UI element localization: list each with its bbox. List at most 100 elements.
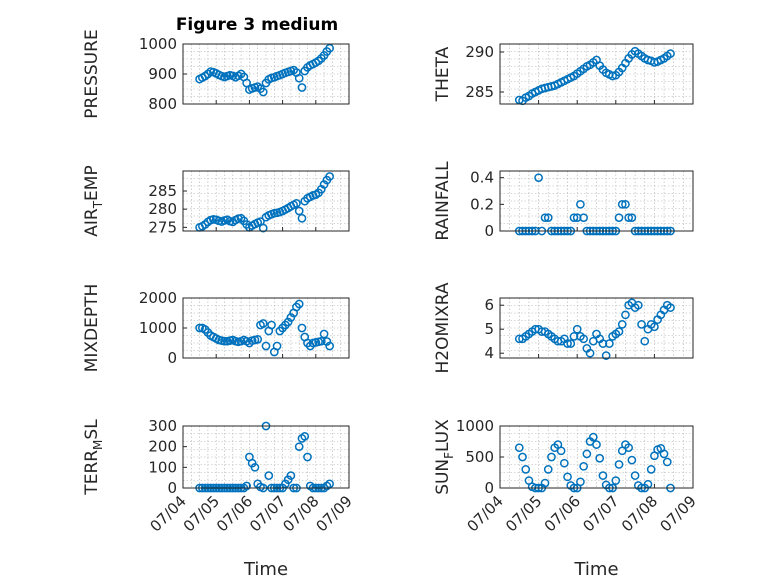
x-tick-label: 07/09: [657, 492, 700, 535]
data-point: [559, 458, 569, 468]
y-tick-label: 100: [148, 458, 177, 476]
ylabel: TERRMSL: [82, 419, 105, 496]
data-point: [630, 471, 640, 480]
data-point: [637, 320, 646, 329]
y-tick-label: 900: [148, 65, 177, 83]
data-point: [576, 199, 585, 209]
data-point: [534, 173, 543, 183]
axis-border: [182, 170, 350, 232]
x-axis-label: Time: [573, 559, 618, 580]
data-point: [621, 310, 630, 320]
y-tick-label: 4: [484, 344, 494, 362]
ylabel: SUNFLUX: [433, 419, 456, 495]
x-tick-label: 07/09: [313, 492, 356, 535]
data-point: [646, 465, 656, 474]
data-point: [267, 320, 276, 330]
x-tick-label: 07/04: [147, 492, 190, 535]
ylabel: MIXDEPTH: [82, 284, 102, 373]
data-point: [253, 335, 263, 344]
y-tick-label: 1000: [139, 319, 177, 337]
y-tick-label: 1000: [456, 417, 494, 435]
x-tick-label: 07/06: [213, 492, 256, 535]
data-point: [566, 339, 576, 348]
subplot-terr_msl: 0 100 200 300 07/0407/0507/0607/0707/0807/09…: [82, 417, 356, 580]
data-point: [563, 339, 572, 348]
y-tick-label: 290: [465, 43, 494, 61]
figure-title: Figure 3 medium: [176, 15, 338, 35]
data-point: [319, 329, 329, 339]
data-point: [650, 322, 659, 332]
y-tick-label: 6: [484, 296, 494, 314]
data-point: [514, 443, 524, 453]
data-point: [572, 213, 582, 223]
y-tick-label: 2000: [139, 289, 177, 307]
data-point: [601, 351, 611, 360]
data-point: [261, 341, 271, 351]
data-point: [286, 471, 296, 480]
data-point: [582, 449, 592, 459]
y-tick-label: 200: [148, 438, 177, 456]
data-point: [614, 327, 624, 336]
subplot-pressure: 800 900 1000 PRESSURE: [82, 29, 350, 119]
data-point: [595, 453, 605, 463]
y-tick-label: 0.4: [470, 169, 494, 187]
axis-border: [182, 43, 350, 105]
data-point: [297, 213, 307, 223]
data-point: [572, 324, 582, 334]
data-point: [297, 323, 307, 333]
data-point: [300, 431, 310, 441]
data-point: [325, 479, 334, 489]
data-point: [264, 471, 274, 480]
ylabel: H2OMIXRA: [433, 282, 453, 373]
data-point: [294, 73, 304, 83]
data-point: [579, 213, 588, 223]
data-point: [585, 348, 595, 358]
y-tick-label: 0: [484, 479, 494, 497]
y-tick-label: 800: [148, 95, 177, 113]
data-point: [592, 440, 601, 449]
data-point: [258, 319, 268, 328]
y-tick-label: 275: [148, 218, 177, 236]
ylabel: PRESSURE: [82, 29, 102, 118]
x-tick-label: 07/07: [246, 492, 289, 535]
y-tick-label: 300: [148, 417, 177, 435]
data-point: [662, 457, 672, 467]
data-point: [569, 213, 579, 223]
data-point: [598, 339, 608, 348]
data-point: [325, 172, 334, 181]
data-point: [220, 336, 229, 346]
data-point: [614, 460, 624, 469]
axis-border: [499, 425, 694, 489]
axis-border: [182, 425, 350, 489]
y-tick-label: 0: [167, 349, 177, 367]
data-point: [250, 462, 260, 472]
data-point: [627, 455, 637, 465]
data-point: [303, 452, 312, 462]
data-point: [666, 303, 675, 312]
data-point: [624, 213, 634, 223]
data-point: [521, 465, 531, 474]
y-tick-label: 500: [465, 448, 494, 466]
x-axis-label: Time: [243, 559, 288, 580]
data-point: [258, 223, 268, 233]
ylabel: RAINFALL: [433, 161, 453, 241]
data-point: [563, 472, 572, 482]
data-point: [617, 320, 627, 329]
x-tick-label: 07/08: [279, 492, 322, 535]
axis-border: [499, 297, 694, 359]
data-point: [605, 339, 614, 348]
y-tick-label: 0.2: [470, 195, 494, 213]
data-point: [659, 449, 669, 459]
data-point: [633, 300, 643, 310]
y-tick-label: 0: [167, 479, 177, 497]
y-tick-label: 285: [148, 182, 177, 200]
data-point: [258, 87, 268, 97]
data-point: [540, 478, 550, 488]
axis-border: [182, 297, 350, 359]
ylabel: AIRTEMP: [82, 165, 105, 236]
data-point: [598, 471, 608, 480]
ylabel: THETA: [433, 46, 453, 102]
